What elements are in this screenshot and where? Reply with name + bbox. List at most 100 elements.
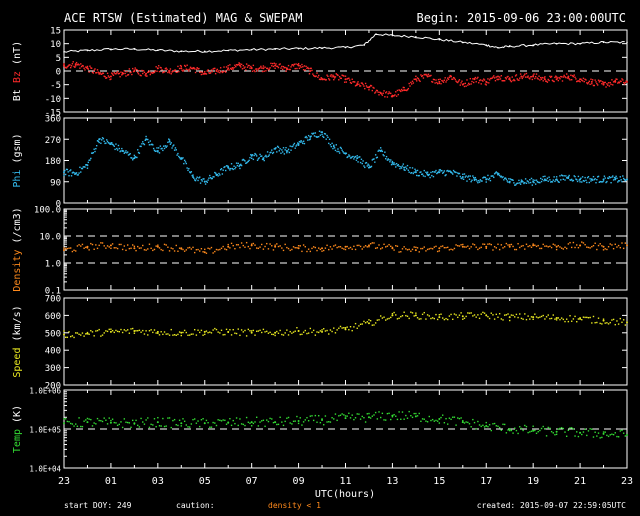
- data-dot-phi: [137, 149, 139, 151]
- data-point-temp: [626, 434, 628, 437]
- data-dot-bz: [504, 77, 507, 79]
- data-point-phi: [614, 178, 617, 181]
- data-dot-bz: [297, 62, 300, 65]
- data-dot-temp: [197, 420, 199, 422]
- data-dot-phi: [312, 133, 314, 135]
- data-dot-bz: [286, 68, 289, 70]
- data-dot-density: [463, 246, 466, 248]
- data-dot-bz: [152, 72, 154, 74]
- data-dot-phi: [534, 183, 537, 185]
- data-dot-phi: [540, 180, 543, 183]
- data-dot-speed: [448, 315, 451, 317]
- data-dot-bz: [210, 69, 213, 71]
- data-dot-density: [165, 244, 167, 246]
- data-dot-phi: [84, 166, 86, 168]
- data-dot-phi: [446, 170, 448, 172]
- data-dot-speed: [520, 317, 523, 320]
- data-dot-bz: [167, 71, 169, 74]
- data-dot-phi: [567, 177, 570, 179]
- data-dot-bz: [416, 77, 419, 79]
- data-dot-phi: [481, 180, 483, 182]
- data-dot-temp: [452, 416, 454, 418]
- data-dot-speed: [64, 336, 67, 339]
- data-dot-temp: [353, 418, 355, 421]
- data-dot-bz: [371, 89, 374, 92]
- data-point-bz: [274, 64, 277, 67]
- data-dot-phi: [362, 160, 364, 162]
- data-dot-bz: [139, 74, 141, 76]
- data-dot-phi: [89, 159, 91, 161]
- data-dot-bz: [111, 73, 114, 75]
- data-dot-speed: [569, 315, 571, 317]
- data-dot-temp: [421, 418, 424, 420]
- data-dot-temp: [163, 425, 166, 428]
- data-dot-bz: [294, 67, 296, 70]
- data-dot-phi: [116, 147, 118, 150]
- data-dot-bz: [434, 82, 436, 84]
- data-point-temp: [555, 430, 558, 433]
- data-dot-temp: [147, 417, 149, 419]
- data-dot-bz: [136, 69, 138, 71]
- data-dot-temp: [534, 429, 536, 432]
- data-dot-bz: [287, 64, 290, 67]
- data-dot-phi: [584, 176, 586, 179]
- data-dot-density: [358, 244, 360, 247]
- y-tick-label-speed: 300: [45, 364, 61, 374]
- data-dot-temp: [110, 419, 112, 422]
- data-dot-phi: [158, 152, 161, 154]
- data-dot-bz: [261, 70, 264, 73]
- data-dot-bz: [509, 79, 512, 82]
- data-dot-bz: [526, 76, 529, 78]
- data-dot-speed: [311, 331, 313, 334]
- data-dot-phi: [488, 177, 491, 180]
- data-dot-phi: [378, 149, 380, 151]
- data-dot-phi: [230, 167, 232, 170]
- data-dot-phi: [512, 179, 514, 182]
- data-dot-bz: [169, 68, 172, 70]
- data-dot-density: [249, 247, 251, 250]
- data-dot-temp: [349, 417, 352, 419]
- data-dot-density: [108, 246, 110, 248]
- data-dot-temp: [571, 427, 573, 429]
- data-dot-bz: [522, 76, 524, 78]
- data-dot-bz: [156, 70, 158, 72]
- data-point-bz: [473, 78, 476, 81]
- data-dot-phi: [154, 150, 157, 153]
- data-dot-bz: [370, 85, 373, 87]
- data-dot-speed: [601, 323, 603, 325]
- data-dot-density: [297, 245, 300, 247]
- data-dot-phi: [369, 166, 372, 169]
- data-dot-density: [133, 245, 136, 248]
- data-dot-temp: [591, 428, 593, 430]
- data-dot-bz: [123, 69, 126, 72]
- data-dot-phi: [606, 180, 608, 183]
- data-dot-density: [589, 247, 591, 249]
- data-dot-phi: [526, 180, 529, 182]
- data-dot-speed: [160, 331, 162, 333]
- data-dot-bz: [606, 83, 608, 85]
- data-dot-speed: [597, 317, 600, 319]
- data-dot-bz: [193, 68, 196, 70]
- data-dot-bz: [214, 67, 216, 70]
- data-dot-bz: [349, 81, 352, 84]
- data-dot-bz: [88, 71, 90, 73]
- data-dot-bz: [336, 73, 338, 76]
- data-dot-bz: [571, 79, 573, 81]
- data-dot-temp: [187, 426, 189, 428]
- data-dot-bz: [409, 85, 411, 87]
- data-dot-density: [602, 249, 605, 251]
- data-dot-phi: [614, 177, 616, 179]
- data-dot-density: [199, 250, 201, 252]
- data-dot-density: [85, 246, 87, 249]
- data-dot-speed: [264, 331, 266, 333]
- data-dot-density: [71, 250, 74, 253]
- data-dot-bz: [355, 84, 358, 86]
- data-dot-temp: [393, 413, 395, 416]
- data-dot-phi: [357, 161, 359, 163]
- data-dot-density: [234, 248, 236, 250]
- data-dot-bz: [209, 72, 212, 74]
- data-point-speed: [227, 330, 230, 333]
- data-dot-speed: [557, 317, 560, 319]
- data-dot-temp: [614, 432, 616, 434]
- data-dot-temp: [172, 419, 174, 422]
